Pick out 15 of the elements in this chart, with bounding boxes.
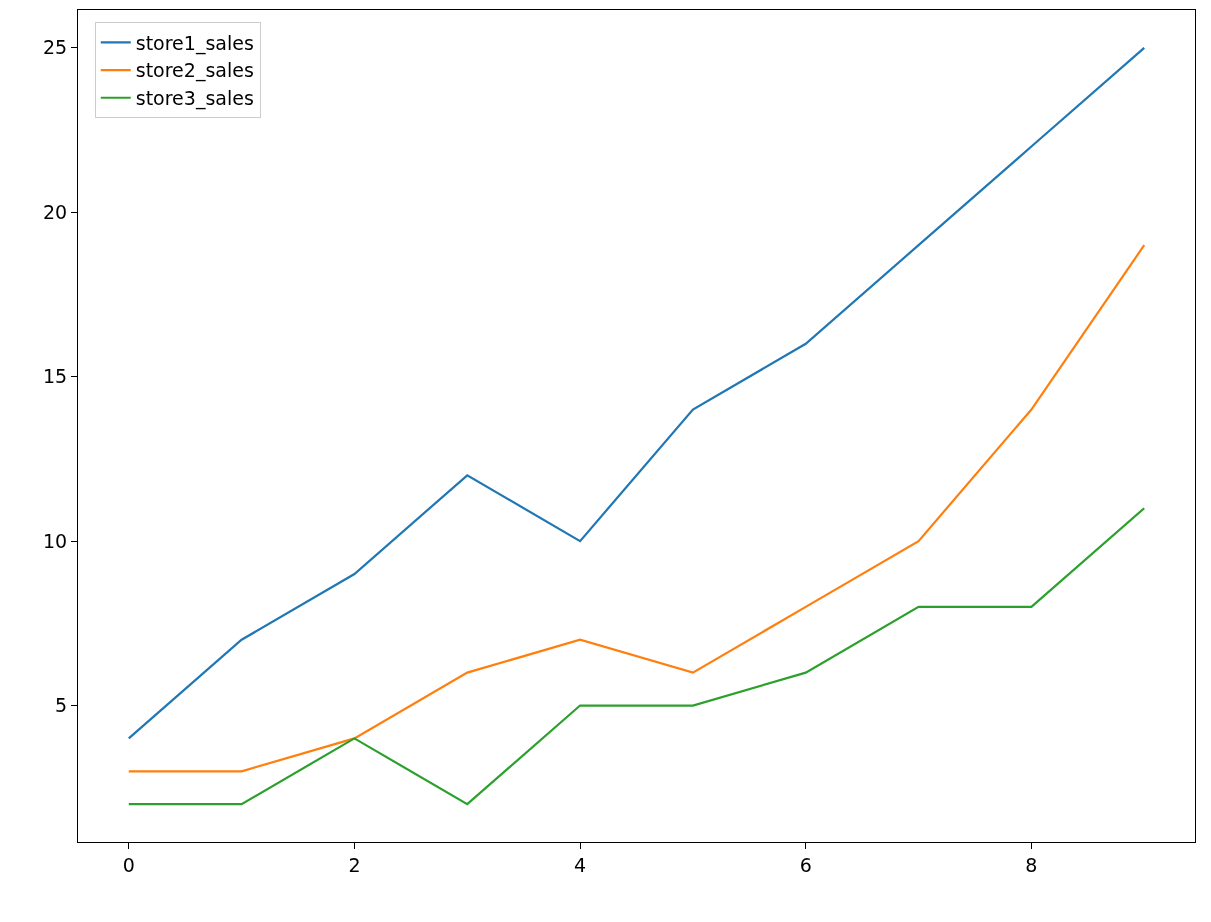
y-tick-label: 20 [43, 200, 68, 223]
y-tick-label: 10 [43, 529, 68, 552]
x-tick-label: 4 [574, 853, 587, 876]
y-tick-label: 15 [43, 365, 68, 388]
legend-label: store2_sales [135, 59, 254, 83]
line-series [127, 244, 1146, 773]
y-tick-label: 5 [55, 694, 68, 717]
x-tick-label: 2 [348, 853, 361, 876]
x-tick-label: 8 [1025, 853, 1038, 876]
legend-label: store1_sales [135, 31, 254, 55]
x-tick-label: 0 [122, 853, 135, 876]
line-series [127, 507, 1146, 806]
x-tick-label: 6 [799, 853, 812, 876]
y-tick-label: 25 [43, 36, 68, 59]
legend-label: store3_sales [135, 87, 254, 111]
